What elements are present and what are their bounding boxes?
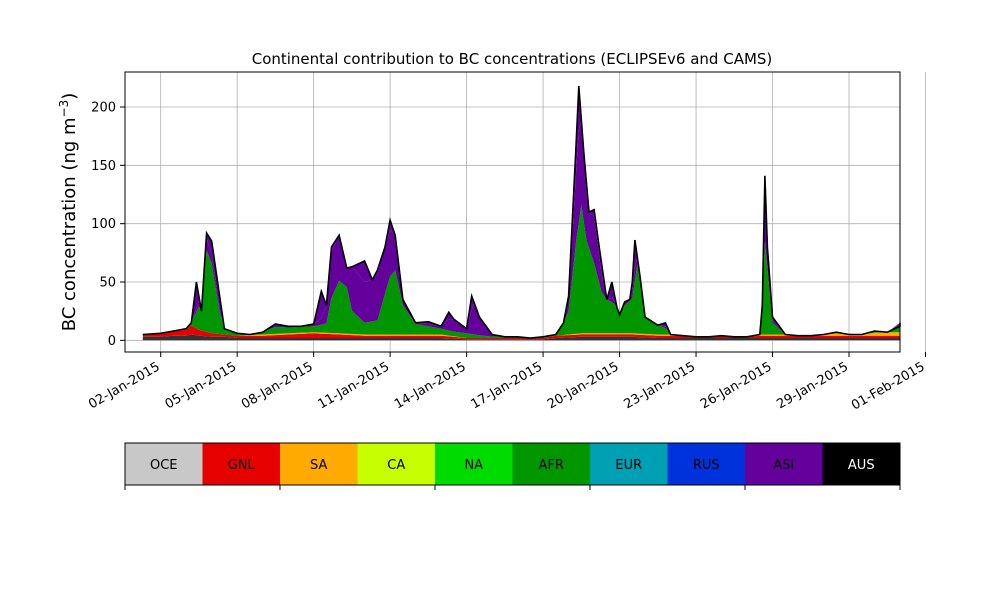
area-residual xyxy=(142,86,901,338)
colorbar-label-eur: EUR xyxy=(615,458,642,473)
x-tick-label: 05-Jan-2015 xyxy=(163,359,240,412)
x-tick-label: 11-Jan-2015 xyxy=(316,359,393,412)
colorbar-segment-oce xyxy=(125,443,203,485)
y-tick-label: 100 xyxy=(91,217,116,232)
x-tick-label: 02-Jan-2015 xyxy=(86,359,163,412)
area-gnl xyxy=(142,325,901,340)
x-tick-label: 23-Jan-2015 xyxy=(621,359,698,412)
x-tick-label: 08-Jan-2015 xyxy=(239,359,316,412)
y-tick-label: 50 xyxy=(99,276,116,291)
region-colorbar: OCE GNL SA CA NA AFR EUR RUS ASI AUS xyxy=(124,442,901,490)
colorbar-segment-gnl xyxy=(202,443,281,485)
colorbar-label-afr: AFR xyxy=(539,458,564,473)
y-axis-label-close: ) xyxy=(59,93,80,100)
x-tick-label: 26-Jan-2015 xyxy=(698,359,775,412)
colorbar-label-ca: CA xyxy=(387,458,405,473)
stacked-areas xyxy=(142,85,901,341)
colorbar-label-gnl: GNL xyxy=(228,458,256,473)
colorbar-segment-na xyxy=(435,443,513,485)
colorbar-label-rus: RUS xyxy=(693,458,720,473)
y-tick-label: 200 xyxy=(91,101,116,116)
y-tick-label: 150 xyxy=(91,159,116,174)
colorbar-label-oce: OCE xyxy=(150,458,178,473)
plot-frame xyxy=(124,71,901,353)
x-tick-label: 29-Jan-2015 xyxy=(774,359,851,412)
x-tick-label: 20-Jan-2015 xyxy=(545,359,622,412)
x-tick-label: 01-Feb-2015 xyxy=(849,359,928,413)
y-axis-label-main: BC concentration (ng m xyxy=(59,117,80,331)
total-outline xyxy=(142,85,901,339)
colorbar-segment-asi xyxy=(745,443,823,485)
colorbar-segment-afr xyxy=(512,443,591,485)
area-asi xyxy=(142,119,901,338)
colorbar-segment-rus xyxy=(667,443,746,485)
colorbar-segment-eur xyxy=(590,443,668,485)
y-axis-label-exponent: −3 xyxy=(57,100,71,118)
plot-grid xyxy=(125,72,926,352)
colorbar-label-aus: AUS xyxy=(848,458,875,473)
colorbar-label-asi: ASI xyxy=(773,458,794,473)
colorbar-frame xyxy=(124,442,901,486)
x-tick-label: 17-Jan-2015 xyxy=(468,359,545,412)
colorbar-label-sa: SA xyxy=(310,458,327,473)
x-tick-label: 14-Jan-2015 xyxy=(392,359,469,412)
area-base xyxy=(142,334,901,341)
y-axis-label: BC concentration (ng m−3) xyxy=(57,93,80,332)
colorbar-label-na: NA xyxy=(464,458,483,473)
area-afr xyxy=(142,205,901,338)
colorbar-segment-ca xyxy=(357,443,436,485)
colorbar-segment-sa xyxy=(280,443,358,485)
y-tick-label: 0 xyxy=(108,334,116,349)
chart-title: Continental contribution to BC concentra… xyxy=(252,50,773,68)
colorbar-segment-aus xyxy=(822,443,901,485)
